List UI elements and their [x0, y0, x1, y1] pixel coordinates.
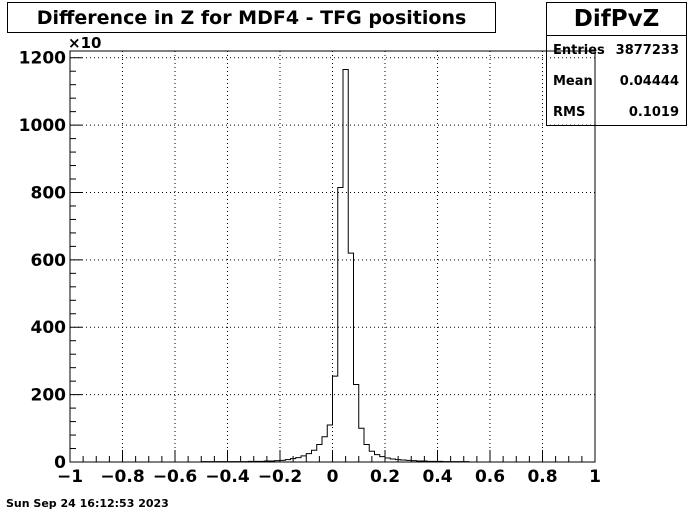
y-tick-label: 1200 — [19, 49, 66, 69]
x-tick-label: 0.6 — [475, 467, 505, 487]
y-multiplier-label: ×10 — [68, 34, 101, 52]
x-tick-label: 0 — [327, 467, 339, 487]
y-tick-label: 1000 — [19, 116, 66, 136]
axis-ticks — [69, 57, 596, 463]
stats-label: RMS — [553, 105, 586, 120]
x-tick-label: 0.2 — [370, 467, 400, 487]
y-tick-label: 0 — [54, 453, 66, 473]
x-tick-label: −0.2 — [258, 467, 302, 487]
stats-box: DifPvZ Entries 3877233 Mean 0.04444 RMS … — [546, 2, 687, 126]
stats-value: 3877233 — [615, 43, 679, 58]
stats-row-entries: Entries 3877233 — [553, 43, 679, 58]
x-tick-label: −0.6 — [153, 467, 197, 487]
grid-lines — [70, 51, 595, 462]
x-tick-labels: −1 −0.8 −0.6 −0.4 −0.2 0 0.2 0.4 0.6 0.8 1 — [57, 467, 601, 487]
x-tick-label: −0.8 — [100, 467, 144, 487]
y-tick-label: 400 — [31, 318, 67, 338]
histogram-title: Difference in Z for MDF4 - TFG positions — [7, 2, 496, 33]
plot-frame — [69, 50, 596, 463]
y-tick-labels: 0 200 400 600 800 1000 1200 — [19, 49, 66, 473]
x-tick-label: −1 — [57, 467, 83, 487]
y-tick-label: 800 — [31, 183, 67, 203]
stats-row-rms: RMS 0.1019 — [553, 105, 679, 120]
stats-label: Mean — [553, 74, 593, 89]
histogram-outline — [70, 69, 595, 463]
stats-value: 0.04444 — [619, 74, 679, 89]
stats-value: 0.1019 — [628, 105, 679, 120]
stats-label: Entries — [553, 43, 605, 58]
x-tick-label: 0.8 — [527, 467, 557, 487]
y-tick-label: 200 — [31, 386, 67, 406]
x-tick-label: 0.4 — [422, 467, 452, 487]
stats-row-mean: Mean 0.04444 — [553, 74, 679, 89]
x-tick-label: −0.4 — [205, 467, 250, 487]
x-tick-label: 1 — [589, 467, 601, 487]
footer-date: Sun Sep 24 16:12:53 2023 — [6, 497, 169, 510]
stats-histogram-name: DifPvZ — [547, 3, 686, 36]
y-tick-label: 600 — [31, 251, 67, 271]
